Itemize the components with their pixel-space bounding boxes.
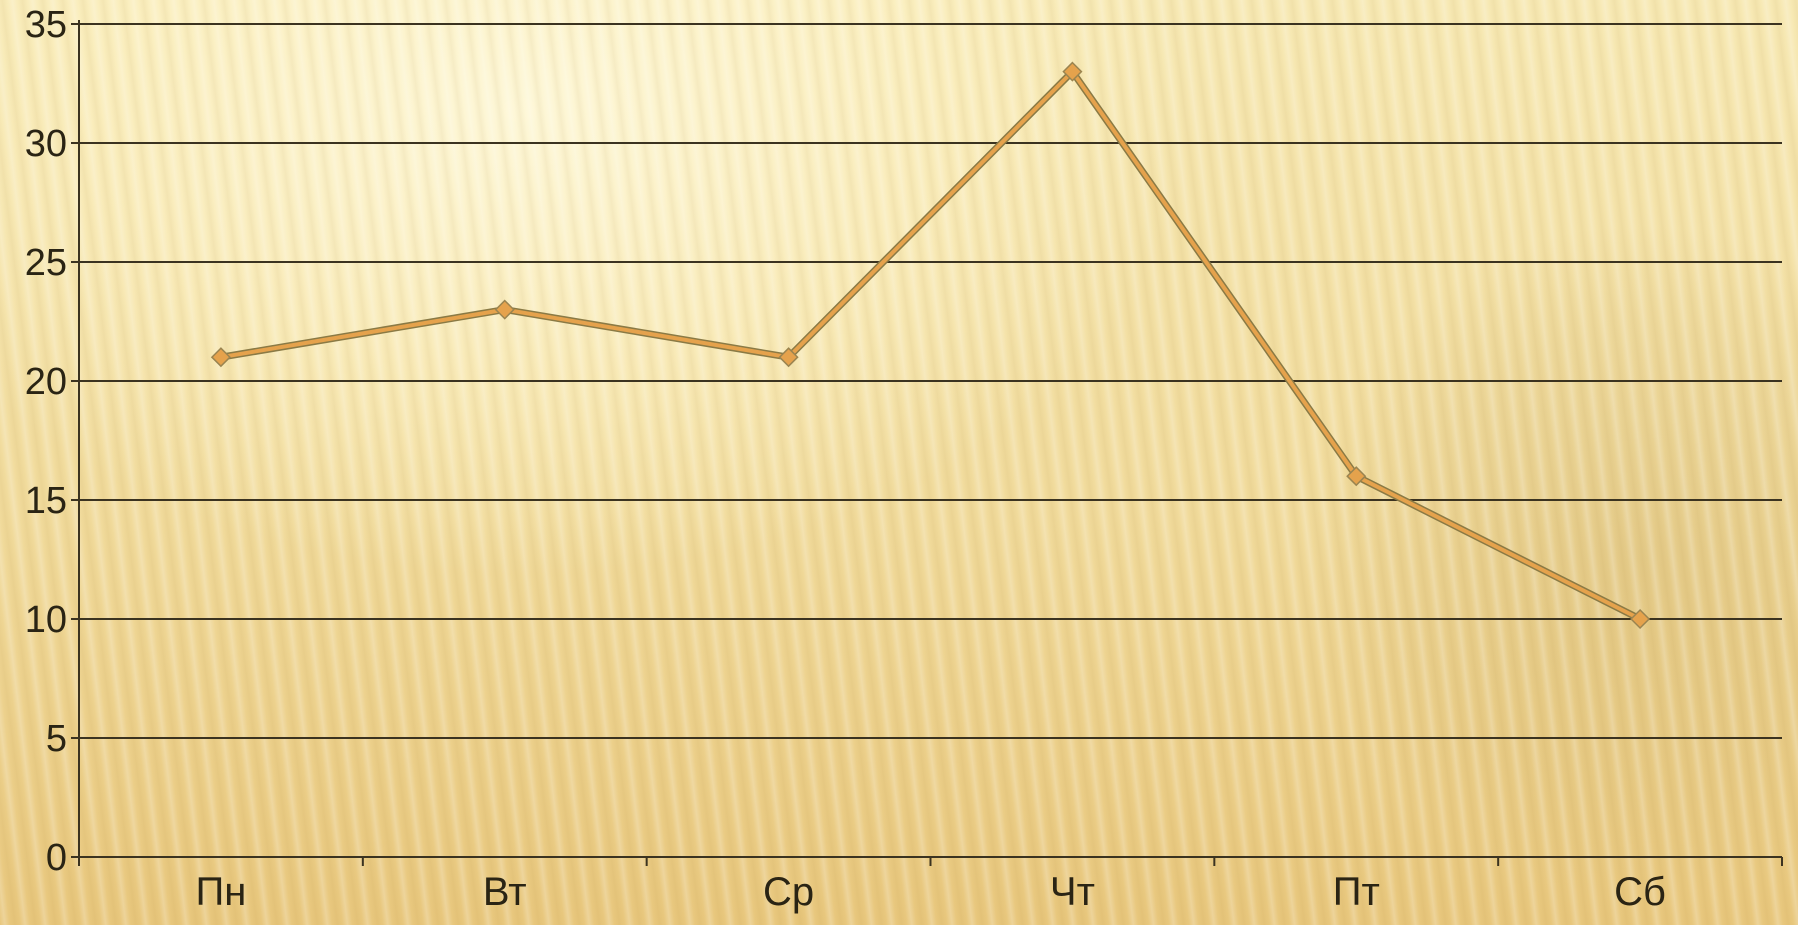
x-axis-ticks: Пн Вт Ср Чт Пт Сб [78,857,1783,914]
x-tick-label: Пт [1333,870,1380,914]
y-tick-label: 20 [25,361,67,403]
data-point-marker [1346,466,1367,487]
gridlines [79,23,1782,739]
y-tick-label: 25 [25,242,67,284]
x-tick-label: Ср [763,870,814,914]
y-tick-label: 15 [25,480,67,522]
series-line [218,69,1643,621]
axes [78,20,1782,858]
data-point-marker [210,347,231,368]
y-tick-label: 5 [46,718,67,760]
y-tick-label: 0 [46,837,67,879]
y-axis-ticks: 0 5 10 15 20 25 30 35 [25,4,79,879]
y-tick-label: 30 [25,123,67,165]
data-point-marker [1062,61,1083,82]
y-tick-label: 10 [25,599,67,641]
y-tick-label: 35 [25,4,67,46]
x-tick-label: Чт [1050,870,1095,914]
series-group [210,61,1651,630]
series-line-shadow [217,68,1644,623]
data-point-marker [494,299,515,320]
x-tick-label: Пн [195,870,246,914]
data-point-marker [778,347,799,368]
data-point-marker [1630,608,1651,630]
x-tick-label: Сб [1614,870,1666,914]
x-tick-label: Вт [483,870,527,914]
